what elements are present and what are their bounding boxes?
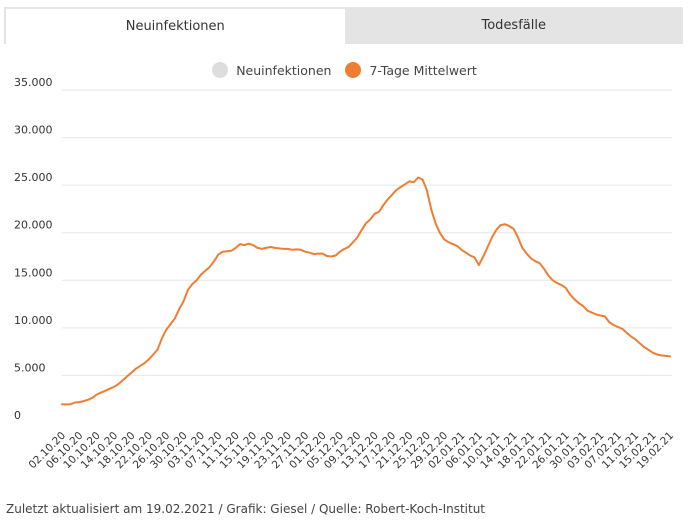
legend-item-neuinfektionen[interactable]: Neuinfektionen — [212, 62, 331, 78]
y-tick-label: 35.000 — [14, 76, 53, 89]
tab-bar: Neuinfektionen Todesfälle — [4, 7, 683, 44]
y-tick-label: 20.000 — [14, 219, 53, 232]
legend-dot-7-tage-mittelwert — [345, 62, 362, 78]
legend-label-neuinfektionen: Neuinfektionen — [236, 62, 332, 78]
line-chart: 0 5.000 10.000 15.000 20.000 25.000 30.000 35.0… — [14, 76, 676, 471]
y-tick-label: 0 — [14, 409, 21, 422]
y-tick-label: 15.000 — [14, 266, 53, 279]
y-tick-label: 5.000 — [14, 361, 46, 374]
tab-todesfaelle[interactable]: Todesfälle — [481, 18, 546, 33]
y-tick-label: 25.000 — [14, 171, 53, 184]
y-tick-label: 10.000 — [14, 314, 53, 327]
legend-label-7-tage-mittelwert: 7-Tage Mittelwert — [369, 62, 477, 78]
legend-dot-neuinfektionen — [212, 62, 229, 78]
chart-legend: Neuinfektionen 7-Tage Mittelwert — [0, 62, 689, 78]
footer-source-note: Zuletzt aktualisiert am 19.02.2021 / Gra… — [6, 502, 486, 516]
y-tick-label: 30.000 — [14, 124, 53, 137]
legend-item-7-tage-mittelwert[interactable]: 7-Tage Mittelwert — [345, 62, 477, 78]
series-line-7-tage-mittelwert — [61, 176, 671, 406]
tab-neuinfektionen[interactable]: Neuinfektionen — [4, 7, 345, 44]
